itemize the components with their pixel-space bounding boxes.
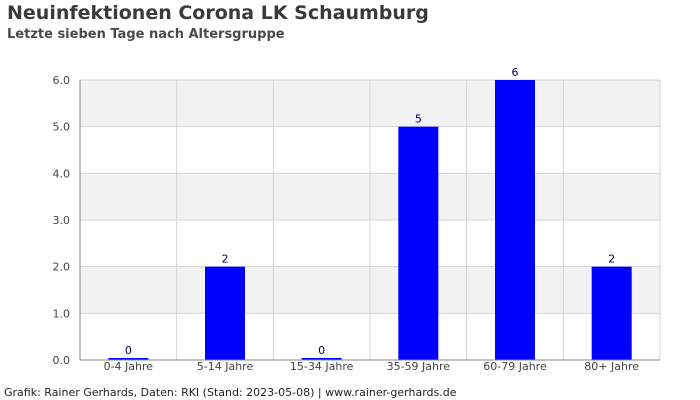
y-tick-label: 2.0 — [53, 261, 71, 274]
data-labels: 0 2 0 5 6 2 — [125, 66, 615, 357]
bars — [108, 80, 632, 361]
bar — [108, 358, 149, 360]
chart-title: Neuinfektionen Corona LK Schaumburg — [7, 2, 429, 24]
y-tick-label: 3.0 — [53, 214, 71, 227]
y-tick-label: 5.0 — [53, 121, 71, 134]
bar — [301, 358, 342, 360]
y-tick-label: 4.0 — [53, 167, 71, 180]
x-tick-label: 80+ Jahre — [584, 360, 639, 373]
data-label: 6 — [512, 66, 519, 79]
bar — [398, 126, 439, 361]
data-label: 0 — [125, 344, 132, 357]
bar — [495, 80, 535, 360]
data-label: 0 — [318, 344, 325, 357]
y-tick-label: 0.0 — [53, 354, 71, 367]
data-label: 5 — [415, 113, 422, 126]
chart-subtitle: Letzte sieben Tage nach Altersgruppe — [7, 27, 285, 42]
x-tick-labels: 0-4 Jahre 5-14 Jahre 15-34 Jahre 35-59 Jahr… — [104, 360, 640, 373]
y-tick-label: 1.0 — [53, 307, 71, 320]
x-tick-label: 35-59 Jahre — [387, 360, 451, 373]
axes — [79, 80, 660, 361]
y-tick-labels: 0.0 1.0 2.0 3.0 4.0 5.0 6.0 — [53, 74, 71, 367]
bar — [205, 266, 245, 360]
x-tick-label: 15-34 Jahre — [290, 360, 354, 373]
x-tick-label: 5-14 Jahre — [197, 360, 254, 373]
x-tick-label: 0-4 Jahre — [104, 360, 154, 373]
data-label: 2 — [608, 253, 615, 266]
y-tick-label: 6.0 — [53, 74, 71, 87]
source-footer: Grafik: Rainer Gerhards, Daten: RKI (Sta… — [4, 386, 457, 399]
data-label: 2 — [222, 253, 229, 266]
bar — [591, 266, 632, 360]
x-tick-label: 60-79 Jahre — [483, 360, 547, 373]
